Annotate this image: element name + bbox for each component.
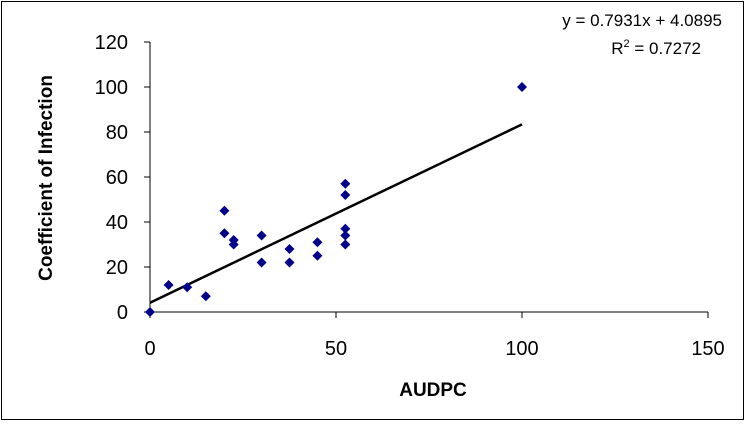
data-point [256, 230, 267, 241]
data-point [312, 237, 323, 248]
data-point [312, 250, 323, 261]
data-point [219, 228, 230, 239]
y-tick-label: 0 [117, 302, 128, 324]
y-tick-label: 100 [95, 77, 128, 99]
r-squared-value: = 0.7272 [630, 39, 701, 58]
data-point [145, 307, 155, 317]
data-point [340, 178, 351, 189]
data-points [145, 82, 527, 317]
x-tick-label: 100 [505, 338, 538, 360]
y-axis: 0 20 40 60 80 100 120 [95, 32, 151, 324]
x-axis: 0 50 100 150 [144, 311, 725, 360]
trendline [149, 123, 523, 304]
x-tick-label: 50 [325, 338, 347, 360]
x-axis-title: AUDPC [399, 380, 467, 401]
trendline-equation: y = 0.7931x + 4.0895 [562, 11, 722, 30]
data-point [219, 205, 230, 216]
data-point [163, 280, 174, 290]
data-point [517, 82, 527, 92]
y-tick-label: 60 [106, 167, 128, 189]
y-tick-label: 120 [95, 32, 128, 54]
data-point [340, 223, 351, 234]
r-squared-label: R2 = 0.7272 [611, 38, 701, 58]
data-point [284, 244, 295, 254]
data-point [200, 291, 211, 302]
data-point [256, 257, 267, 268]
y-tick-label: 40 [106, 212, 128, 234]
data-point [340, 230, 351, 241]
x-tick-label: 150 [691, 338, 724, 360]
y-axis-title: Coefficient of Infection [36, 75, 57, 281]
trendline-layer [149, 123, 523, 304]
data-point [228, 239, 239, 250]
y-tick-label: 20 [106, 257, 128, 279]
x-tick-label: 0 [144, 338, 155, 360]
data-point [340, 239, 351, 250]
data-point [340, 190, 351, 200]
r-squared-superscript: 2 [624, 38, 630, 50]
data-point [182, 282, 193, 293]
r-squared-prefix: R [611, 39, 623, 58]
data-point [284, 257, 295, 268]
y-tick-label: 80 [106, 122, 128, 144]
